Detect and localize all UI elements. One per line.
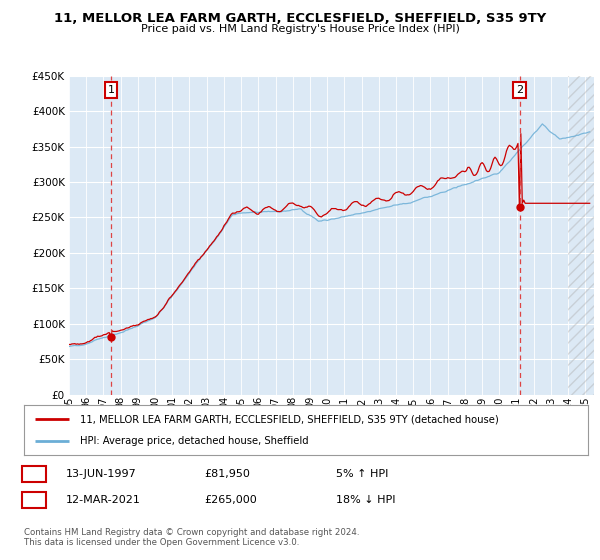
Text: 12-MAR-2021: 12-MAR-2021	[66, 494, 141, 505]
Text: Contains HM Land Registry data © Crown copyright and database right 2024.
This d: Contains HM Land Registry data © Crown c…	[24, 528, 359, 547]
Text: 5% ↑ HPI: 5% ↑ HPI	[336, 469, 388, 479]
Text: 2: 2	[31, 494, 38, 505]
Text: 13-JUN-1997: 13-JUN-1997	[66, 469, 137, 479]
Text: 1: 1	[31, 469, 38, 479]
Text: Price paid vs. HM Land Registry's House Price Index (HPI): Price paid vs. HM Land Registry's House …	[140, 24, 460, 34]
Text: HPI: Average price, detached house, Sheffield: HPI: Average price, detached house, Shef…	[80, 436, 309, 446]
Text: £81,950: £81,950	[204, 469, 250, 479]
Text: 11, MELLOR LEA FARM GARTH, ECCLESFIELD, SHEFFIELD, S35 9TY (detached house): 11, MELLOR LEA FARM GARTH, ECCLESFIELD, …	[80, 414, 499, 424]
Text: 18% ↓ HPI: 18% ↓ HPI	[336, 494, 395, 505]
Text: 2: 2	[516, 85, 523, 95]
Text: 1: 1	[107, 85, 115, 95]
Text: 11, MELLOR LEA FARM GARTH, ECCLESFIELD, SHEFFIELD, S35 9TY: 11, MELLOR LEA FARM GARTH, ECCLESFIELD, …	[54, 12, 546, 25]
Text: £265,000: £265,000	[204, 494, 257, 505]
